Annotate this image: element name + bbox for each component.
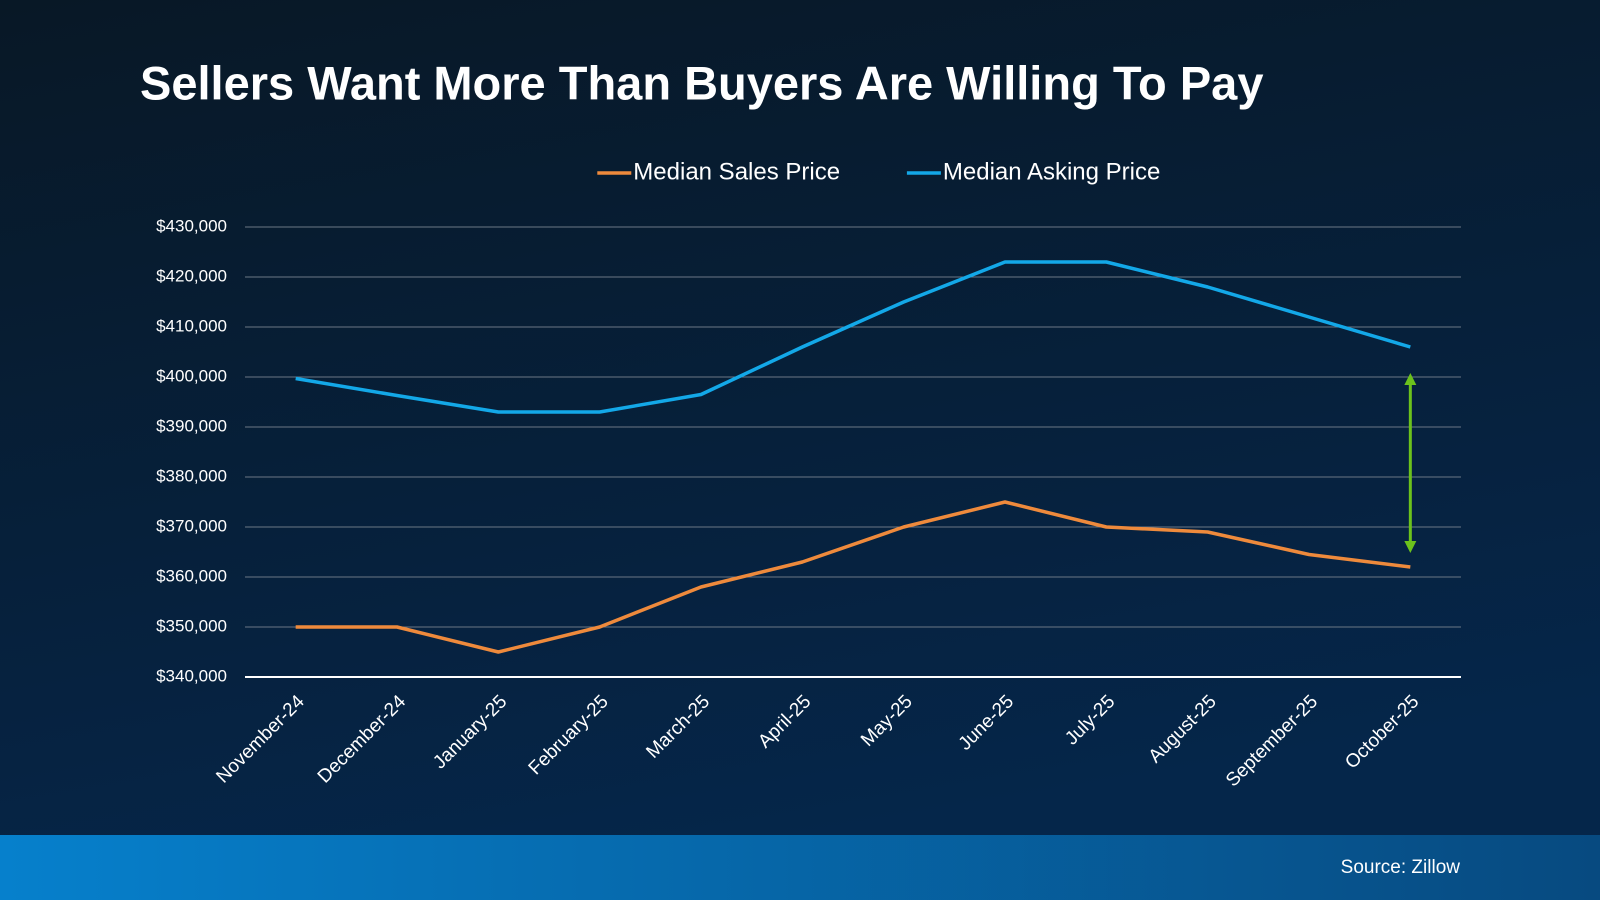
- y-tick-label: $370,000: [156, 516, 227, 535]
- gap-arrow-head: [1404, 541, 1417, 553]
- series-line: [295, 500, 1411, 654]
- source: Source: Zillow: [1341, 857, 1461, 878]
- legend-label: Median Sales Price: [633, 158, 840, 185]
- y-tick-label: $340,000: [156, 666, 227, 685]
- footer-bar: [0, 835, 1600, 900]
- y-tick-label: $400,000: [156, 366, 227, 385]
- gap-arrow-head: [1404, 373, 1417, 385]
- y-tick-label: $390,000: [156, 416, 227, 435]
- y-tick-label: $430,000: [156, 216, 227, 235]
- series-line: [295, 260, 1411, 414]
- y-tick-label: $360,000: [156, 566, 227, 585]
- chart-title: Sellers Want More Than Buyers Are Willin…: [140, 56, 1263, 109]
- y-tick-label: $420,000: [156, 266, 227, 285]
- legend: Median Sales Price Median Asking Price: [597, 158, 1160, 185]
- legend-label: Median Asking Price: [943, 158, 1160, 185]
- y-tick-label: $410,000: [156, 316, 227, 335]
- y-tick-label: $350,000: [156, 616, 227, 635]
- y-tick-label: $380,000: [156, 466, 227, 485]
